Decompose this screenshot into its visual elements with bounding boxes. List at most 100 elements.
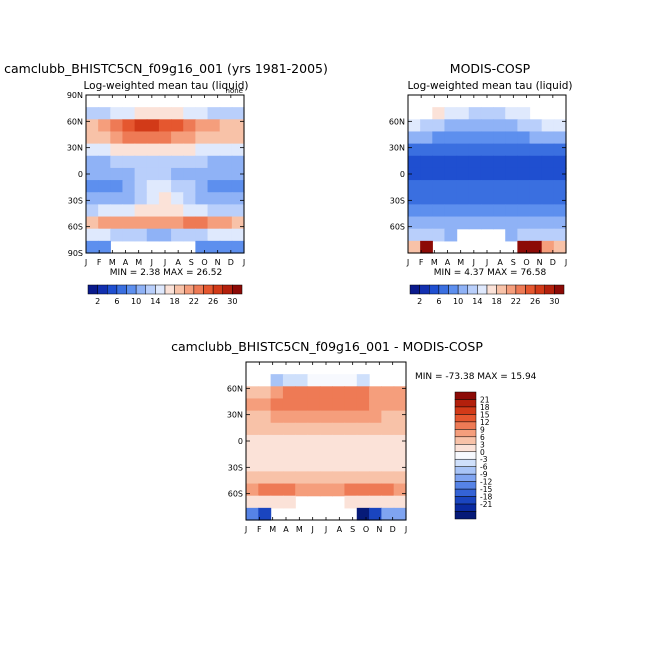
heatmap-cell: [493, 119, 506, 133]
heatmap-cell: [420, 204, 433, 218]
y-tick-label: 0: [78, 170, 83, 179]
heatmap-cell: [480, 131, 494, 145]
heatmap-cell: [408, 240, 421, 254]
x-tick-label: D: [390, 525, 396, 534]
heatmap-cell: [356, 398, 370, 412]
heatmap-cell: [195, 119, 209, 133]
heatmap-cell: [468, 204, 482, 218]
heatmap-cell: [420, 119, 433, 133]
colorbar-box: [454, 488, 477, 497]
heatmap-cell: [295, 447, 309, 460]
heatmap-cell: [344, 447, 358, 460]
colorbar-box: [544, 284, 555, 295]
x-tick-label: J: [472, 258, 475, 267]
heatmap-cell: [171, 131, 184, 145]
heatmap-cell: [282, 422, 296, 436]
x-tick-label: A: [445, 258, 451, 267]
heatmap-cell: [110, 204, 124, 218]
heatmap-cell: [295, 434, 309, 448]
colorbar-box: [477, 284, 488, 295]
heatmap-cell: [381, 447, 395, 460]
heatmap-cell: [98, 228, 111, 242]
heatmap-cell: [356, 495, 370, 509]
heatmap-cell: [183, 192, 196, 205]
heatmap-cell: [344, 386, 358, 400]
heatmap-cell: [98, 192, 111, 205]
heatmap-cell: [98, 131, 111, 145]
heatmap-cell: [307, 483, 321, 497]
heatmap-cell: [369, 398, 382, 412]
heatmap-cell: [231, 167, 245, 181]
heatmap-cell: [393, 386, 407, 400]
heatmap-cell: [381, 410, 395, 424]
heatmap-cell: [171, 228, 184, 242]
colorbar-label: -6: [480, 463, 488, 472]
heatmap-cell: [541, 192, 555, 205]
heatmap-cell: [183, 131, 196, 145]
heatmap-cell: [258, 459, 272, 472]
heatmap-cell: [282, 459, 296, 472]
heatmap-cell: [207, 240, 221, 254]
heatmap-cell: [134, 107, 148, 120]
heatmap-cell: [146, 192, 160, 205]
heatmap-cell: [86, 180, 99, 193]
heatmap-cell: [541, 119, 555, 133]
heatmap-cell: [505, 204, 518, 218]
colorbar-box: [448, 284, 459, 295]
colorbar-label: 10: [131, 297, 141, 306]
heatmap-cell: [505, 143, 518, 157]
heatmap-cell: [393, 410, 407, 424]
heatmap-cell: [258, 398, 272, 412]
heatmap-cell: [307, 422, 321, 436]
left-panel-corner-label: none: [226, 87, 243, 95]
heatmap-cell: [134, 143, 148, 157]
heatmap-cell: [444, 155, 458, 169]
heatmap-cell: [122, 192, 136, 205]
heatmap-cell: [295, 422, 309, 436]
heatmap-cell: [480, 180, 494, 193]
heatmap-cell: [86, 107, 99, 120]
colorbar-label: 26: [530, 297, 540, 306]
y-tick-label: 30S: [228, 463, 243, 472]
heatmap-cell: [493, 216, 506, 230]
heatmap-cell: [207, 167, 221, 181]
x-tick-label: M: [269, 525, 276, 534]
heatmap-cell: [319, 459, 333, 472]
heatmap-cell: [270, 495, 284, 509]
heatmap-cell: [110, 155, 124, 169]
heatmap-cell: [408, 167, 421, 181]
heatmap-cell: [282, 447, 296, 460]
x-tick-label: J: [163, 258, 166, 267]
heatmap-cell: [456, 204, 470, 218]
heatmap-cell: [332, 459, 346, 472]
heatmap-cell: [420, 131, 433, 145]
heatmap-cell: [332, 386, 346, 400]
y-tick-label: 60S: [390, 223, 405, 232]
heatmap-cell: [517, 131, 531, 145]
heatmap-cell: [207, 204, 221, 218]
colorbar-box: [454, 436, 477, 445]
heatmap-cell: [468, 107, 482, 120]
heatmap-cell: [319, 434, 333, 448]
heatmap-cell: [529, 192, 543, 205]
heatmap-cell: [231, 216, 245, 230]
heatmap-cell: [432, 216, 446, 230]
heatmap-cell: [529, 131, 543, 145]
heatmap-cell: [231, 192, 245, 205]
heatmap-cell: [553, 131, 567, 145]
heatmap-cell: [295, 398, 309, 412]
heatmap-cell: [319, 386, 333, 400]
heatmap-cell: [134, 192, 148, 205]
y-tick-label: 30N: [389, 144, 405, 153]
heatmap-cell: [408, 143, 421, 157]
heatmap-cell: [282, 374, 296, 387]
colorbar-label: 26: [208, 297, 218, 306]
heatmap-cell: [393, 483, 407, 497]
heatmap-cell: [420, 167, 433, 181]
heatmap-cell: [480, 143, 494, 157]
y-tick-label: 60N: [389, 117, 405, 126]
colorbar-box: [454, 473, 477, 482]
colorbar-box: [454, 414, 477, 423]
heatmap-cell: [258, 410, 272, 424]
